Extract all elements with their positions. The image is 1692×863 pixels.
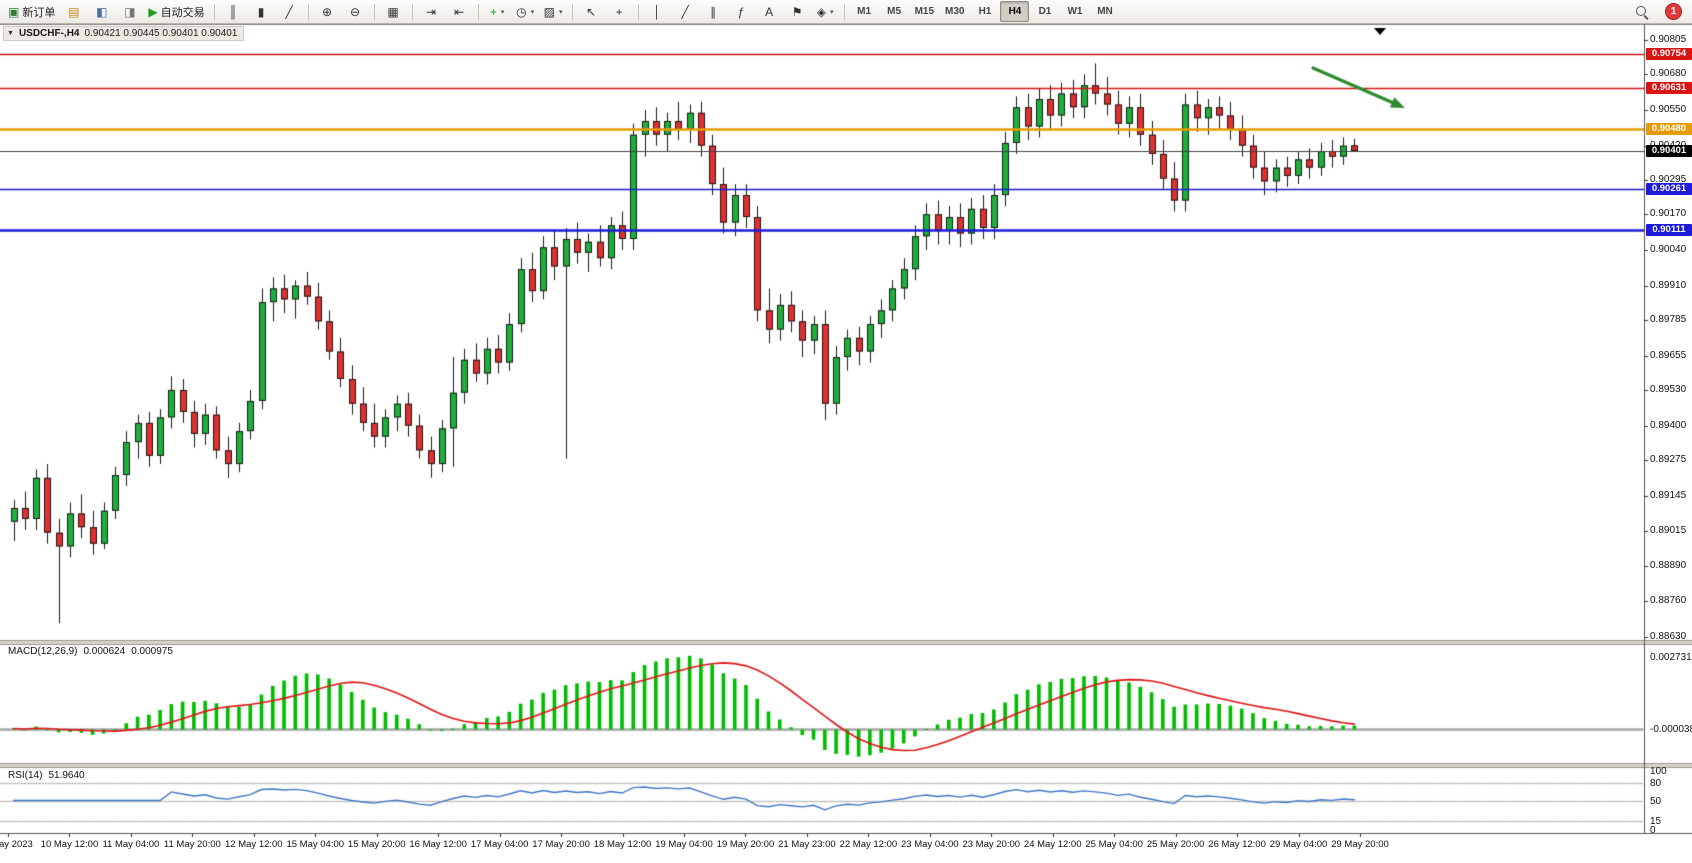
notification-badge[interactable]: 1: [1665, 3, 1682, 20]
toolbar-separator: [843, 3, 845, 20]
periods-icon: ◷: [516, 4, 527, 19]
cursor-button[interactable]: ↖: [578, 1, 605, 22]
shapes-button[interactable]: ◈ ▾: [812, 1, 839, 22]
auto-scroll-button[interactable]: ⇥: [418, 1, 445, 22]
market-watch-button[interactable]: ▤: [60, 1, 87, 22]
toolbar-separator: [213, 3, 215, 20]
toolbar-separator: [307, 3, 309, 20]
text-icon: A: [765, 4, 774, 19]
zoom-out-icon: ⊖: [350, 4, 361, 19]
line-chart-icon: ╱: [285, 4, 293, 19]
trendline-button[interactable]: ╱: [672, 1, 699, 22]
terminal-icon: ◨: [124, 4, 136, 19]
tile-windows-icon: ▦: [387, 4, 399, 19]
templates-button[interactable]: ▨ ▾: [540, 1, 567, 22]
search-button[interactable]: [1628, 1, 1655, 22]
chart-shift-button[interactable]: ⇤: [446, 1, 473, 22]
crosshair-icon: +: [615, 4, 623, 19]
timeframe-d1-button[interactable]: D1: [1038, 6, 1052, 17]
macd-indicator-label: MACD(12,26,9) 0.000624 0.000975: [8, 646, 173, 657]
bar-chart-icon: ║: [228, 4, 238, 19]
toolbar-button-group: ▣ 新订单 ▤ ◧ ◨ ▶ 自动交易 ║ ▮ ╱ ⊕ ⊖ ▦ ⇥ ⇤ + ▾ ◷ ▾ ▨ ▾ ↖ + │ ╱ ∥ ƒ A ⚑ ◈ ▾ M1 M5…: [4, 1, 1119, 22]
timeframe-h1-button[interactable]: H1: [978, 6, 992, 17]
macd-signal-value: 0.000975: [131, 646, 173, 657]
ohlc-values: 0.90421 0.90445 0.90401 0.90401: [84, 28, 238, 39]
zoom-in-icon: ⊕: [322, 4, 333, 19]
market-watch-icon: ▤: [68, 4, 80, 19]
new-chart-button[interactable]: + ▾: [484, 1, 511, 22]
chevron-down-icon: ▾: [829, 8, 834, 16]
chevron-down-icon: ▾: [530, 8, 535, 16]
fibonacci-button[interactable]: ƒ: [728, 1, 755, 22]
rsi-value: 51.9640: [48, 770, 85, 781]
toolbar-separator: [477, 3, 479, 20]
label-button[interactable]: ⚑: [784, 1, 811, 22]
navigator-button[interactable]: ◧: [88, 1, 115, 22]
timeframe-mn-button[interactable]: MN: [1097, 6, 1113, 17]
timeframe-m1-button[interactable]: M1: [857, 6, 872, 17]
chevron-down-icon: ▾: [558, 8, 563, 16]
timeframe-m15-button[interactable]: M15: [914, 6, 935, 17]
fibonacci-icon: ƒ: [737, 4, 745, 19]
chart-shift-icon: ⇤: [454, 4, 465, 19]
auto-trading-button[interactable]: ▶ 自动交易: [144, 1, 208, 22]
chevron-down-icon: ▾: [500, 8, 505, 16]
toolbar-separator: [571, 3, 573, 20]
rsi-indicator-label: RSI(14) 51.9640: [8, 770, 85, 781]
candlestick-icon: ▮: [257, 4, 265, 19]
timeframe-m30-button[interactable]: M30: [945, 6, 965, 17]
templates-icon: ▨: [543, 4, 555, 19]
crosshair-button[interactable]: +: [606, 1, 633, 22]
navigator-icon: ◧: [96, 4, 108, 19]
chart-window: ▼ USDCHF-,H4 0.90421 0.90445 0.90401 0.9…: [0, 24, 1692, 863]
label-icon: ⚑: [791, 4, 803, 19]
new-order-icon: ▣: [8, 4, 20, 19]
toolbar-separator: [411, 3, 413, 20]
auto-trading-button-label: 自动交易: [160, 6, 205, 19]
macd-main-value: 0.000624: [83, 646, 126, 657]
auto-scroll-icon: ⇥: [426, 4, 437, 19]
line-chart-button[interactable]: ╱: [276, 1, 303, 22]
timeframe-h4-button[interactable]: H4: [1000, 1, 1030, 22]
vertical-line-button[interactable]: │: [644, 1, 671, 22]
new-order-button[interactable]: ▣ 新订单: [4, 1, 59, 22]
bar-chart-button[interactable]: ║: [220, 1, 247, 22]
zoom-in-button[interactable]: ⊕: [314, 1, 341, 22]
timeframe-w1-button[interactable]: W1: [1067, 6, 1083, 17]
tile-windows-button[interactable]: ▦: [380, 1, 407, 22]
toolbar-separator: [637, 3, 639, 20]
channel-button[interactable]: ∥: [700, 1, 727, 22]
shapes-icon: ◈: [816, 4, 826, 19]
new-chart-icon: +: [489, 4, 497, 19]
new-order-button-label: 新订单: [22, 6, 56, 19]
search-icon: [1635, 5, 1649, 19]
rsi-name: RSI(14): [8, 770, 43, 781]
terminal-button[interactable]: ◨: [116, 1, 143, 22]
cursor-icon: ↖: [586, 4, 597, 19]
toolbar-separator: [373, 3, 375, 20]
collapse-arrow-icon[interactable]: ▼: [7, 30, 14, 37]
text-button[interactable]: A: [756, 1, 783, 22]
trendline-icon: ╱: [681, 4, 689, 19]
vertical-line-icon: │: [653, 4, 661, 19]
main-toolbar: ▣ 新订单 ▤ ◧ ◨ ▶ 自动交易 ║ ▮ ╱ ⊕ ⊖ ▦ ⇥ ⇤ + ▾ ◷ ▾ ▨ ▾ ↖ + │ ╱ ∥ ƒ A ⚑ ◈ ▾ M1 M5…: [0, 0, 1692, 24]
auto-trading-icon: ▶: [148, 4, 158, 19]
candlestick-button[interactable]: ▮: [248, 1, 275, 22]
macd-name: MACD(12,26,9): [8, 646, 78, 657]
zoom-out-button[interactable]: ⊖: [342, 1, 369, 22]
periods-button[interactable]: ◷ ▾: [512, 1, 539, 22]
symbol-title: USDCHF-,H4: [18, 28, 80, 39]
toolbar-right-group: 1: [1628, 1, 1688, 22]
channel-icon: ∥: [710, 4, 717, 19]
price-chart-canvas[interactable]: [0, 24, 1692, 863]
timeframe-m5-button[interactable]: M5: [887, 6, 902, 17]
symbol-info-bar[interactable]: ▼ USDCHF-,H4 0.90421 0.90445 0.90401 0.9…: [3, 26, 245, 41]
